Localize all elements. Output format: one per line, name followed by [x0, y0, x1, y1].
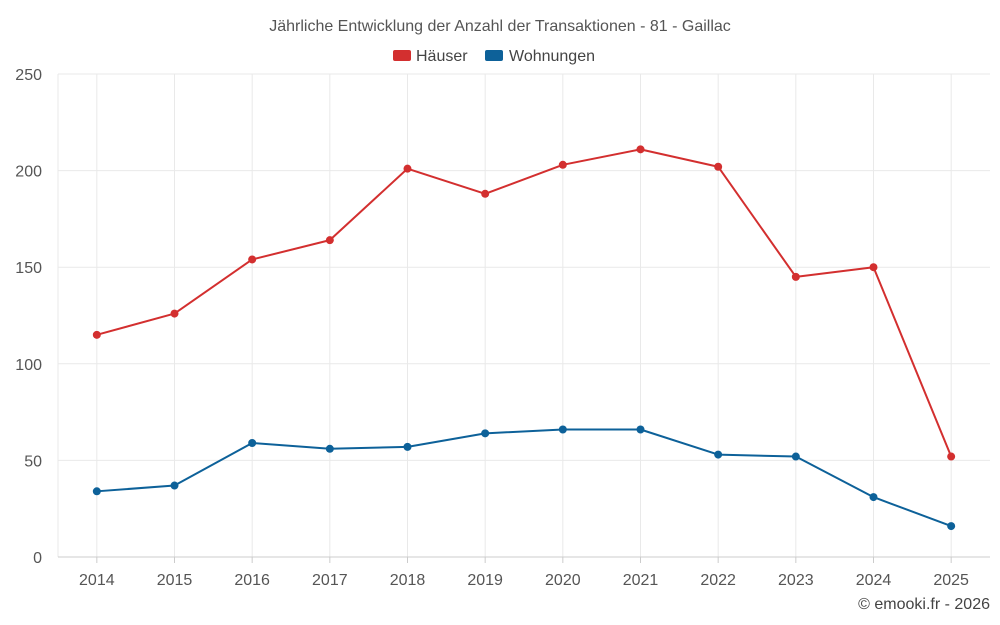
y-tick-label-200: 200	[15, 164, 42, 181]
credit-text: © emooki.fr - 2026	[858, 596, 990, 613]
series-line-wohnungen	[96, 428, 952, 528]
chart-title: Jährliche Entwicklung der Anzahl der Tra…	[269, 18, 731, 35]
x-tick-label-2024: 2024	[856, 572, 892, 589]
x-tick-label-2022: 2022	[700, 572, 736, 589]
x-tick-label-2016: 2016	[234, 572, 270, 589]
series-group	[92, 145, 956, 531]
data-point-wohnungen-2019[interactable]	[481, 429, 490, 438]
data-point-haeuser-2018[interactable]	[403, 164, 412, 173]
data-point-wohnungen-2015[interactable]	[170, 481, 179, 490]
data-point-haeuser-2016[interactable]	[248, 255, 257, 264]
series-haeuser	[92, 145, 956, 461]
x-tick-label-2018: 2018	[390, 572, 426, 589]
x-tick-label-2021: 2021	[623, 572, 659, 589]
data-point-wohnungen-2014[interactable]	[92, 487, 101, 496]
data-point-haeuser-2022[interactable]	[714, 162, 723, 171]
data-point-wohnungen-2025[interactable]	[947, 522, 956, 531]
legend-item-haeuser[interactable]: Häuser	[393, 48, 468, 65]
x-tick-label-2019: 2019	[467, 572, 503, 589]
legend-label-haeuser: Häuser	[416, 48, 468, 65]
y-tick-label-250: 250	[15, 67, 42, 84]
x-tick-label-2020: 2020	[545, 572, 581, 589]
data-point-haeuser-2025[interactable]	[947, 452, 956, 461]
y-tick-label-0: 0	[33, 550, 42, 567]
data-point-wohnungen-2016[interactable]	[248, 439, 257, 448]
data-point-haeuser-2020[interactable]	[558, 160, 567, 169]
y-tick-label-50: 50	[24, 453, 42, 470]
data-point-wohnungen-2023[interactable]	[791, 452, 800, 461]
series-line-haeuser	[96, 148, 953, 457]
grid	[57, 73, 990, 558]
x-axis: 2014 2015 2016 2017 2018 2019 2020 2021 2022 2023…	[58, 556, 990, 589]
data-point-wohnungen-2022[interactable]	[714, 450, 723, 459]
legend: Häuser Wohnungen	[393, 48, 595, 65]
data-point-wohnungen-2017[interactable]	[325, 444, 334, 453]
data-point-haeuser-2014[interactable]	[92, 330, 101, 339]
y-tick-label-100: 100	[15, 357, 42, 374]
legend-item-wohnungen[interactable]: Wohnungen	[485, 48, 595, 65]
data-point-wohnungen-2024[interactable]	[869, 493, 878, 502]
data-point-haeuser-2023[interactable]	[791, 272, 800, 281]
legend-label-wohnungen: Wohnungen	[509, 48, 595, 65]
x-tick-label-2014: 2014	[79, 572, 115, 589]
legend-swatch-haeuser	[393, 50, 411, 61]
y-axis: 0 50 100 150 200 250	[15, 67, 42, 567]
data-point-haeuser-2015[interactable]	[170, 309, 179, 318]
data-point-wohnungen-2018[interactable]	[403, 442, 412, 451]
data-point-haeuser-2017[interactable]	[325, 236, 334, 245]
data-point-wohnungen-2021[interactable]	[636, 425, 645, 434]
legend-swatch-wohnungen	[485, 50, 503, 61]
x-tick-label-2017: 2017	[312, 572, 348, 589]
x-tick-label-2015: 2015	[157, 572, 193, 589]
series-wohnungen	[92, 425, 956, 531]
x-tick-label-2023: 2023	[778, 572, 814, 589]
data-point-haeuser-2019[interactable]	[481, 189, 490, 198]
x-tick-label-2025: 2025	[933, 572, 969, 589]
y-tick-label-150: 150	[15, 260, 42, 277]
data-point-haeuser-2021[interactable]	[636, 145, 645, 154]
data-point-wohnungen-2020[interactable]	[558, 425, 567, 434]
data-point-haeuser-2024[interactable]	[869, 263, 878, 272]
